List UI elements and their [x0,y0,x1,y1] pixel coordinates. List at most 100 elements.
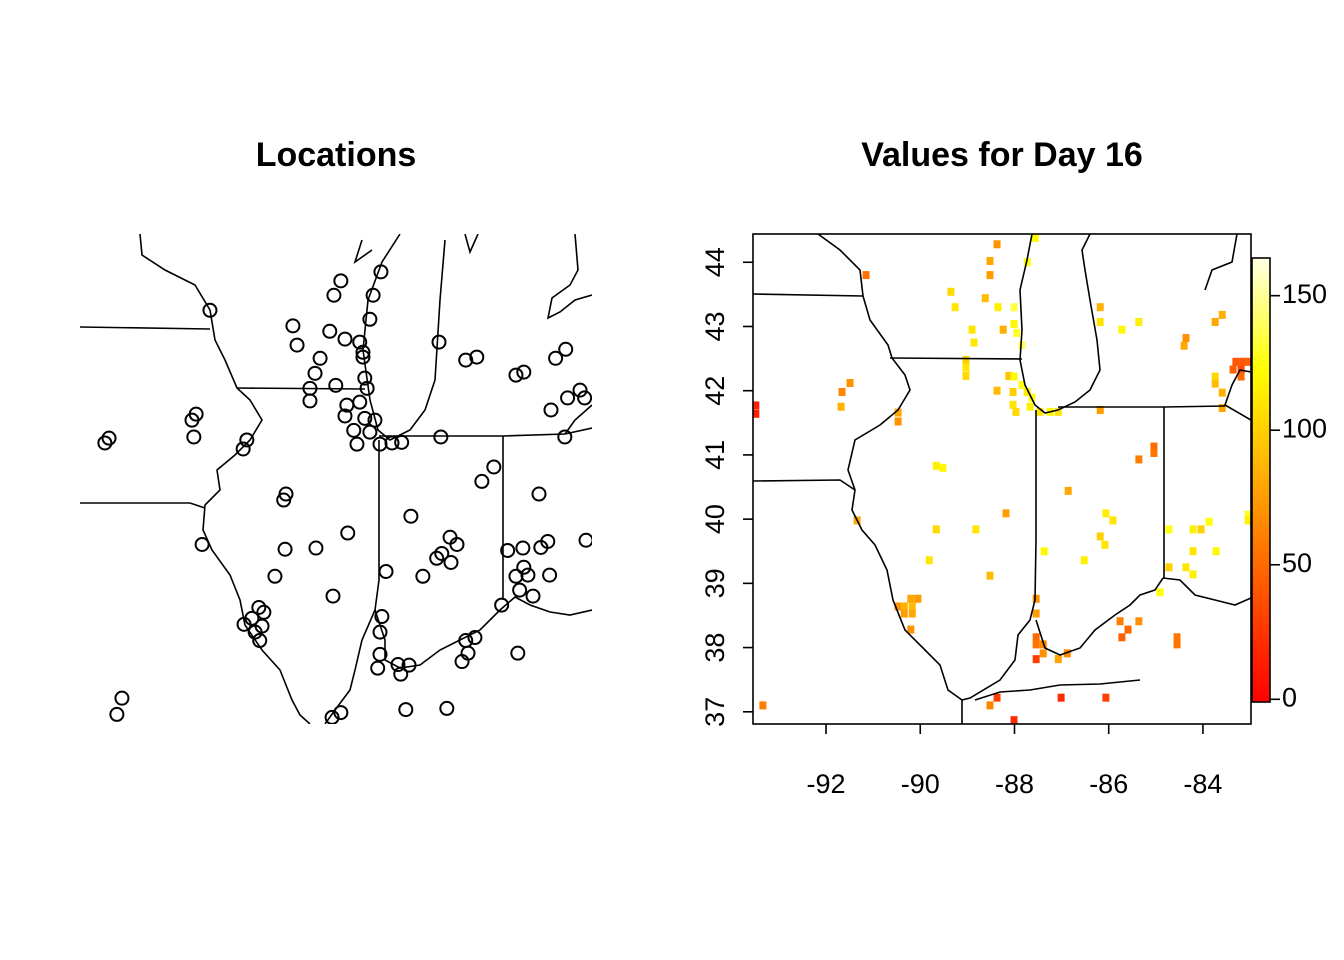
cell [1040,547,1048,556]
point [516,364,532,380]
point [374,609,390,625]
point [322,323,338,339]
point [449,536,465,552]
point [325,588,341,604]
cell [1232,357,1240,366]
point [415,568,431,584]
cell [1116,617,1124,626]
point [114,690,130,706]
cell [1205,517,1213,526]
point [188,406,204,422]
point [474,473,490,489]
cell [1010,303,1018,312]
point [520,567,536,583]
cell [1032,633,1040,642]
point [469,349,485,365]
cell [1165,525,1173,534]
cell [1010,319,1018,328]
cell [1173,640,1181,649]
point [372,624,388,640]
cell [932,461,940,470]
cell [1135,617,1143,626]
cell [1010,716,1018,724]
points [97,264,592,724]
y-tick-label: 41 [700,440,730,470]
point [372,646,388,662]
point [516,559,532,575]
cell [962,371,970,380]
cell [837,402,845,411]
point [337,331,353,347]
point [401,657,417,673]
cell [970,338,978,347]
cell [1156,588,1164,597]
x-tick-label: -86 [1089,769,1128,799]
cell [1054,655,1062,664]
cell [1218,310,1226,319]
cell [951,303,959,312]
point [236,616,252,632]
point [510,645,526,661]
point [390,657,406,673]
point [324,709,340,724]
cell [986,256,994,265]
cell [1032,594,1040,603]
cell [1013,328,1021,337]
colorbar [1251,257,1271,703]
colorbar-tick-label: 0 [1282,682,1297,712]
point [378,563,394,579]
point [394,434,410,450]
point [543,402,559,418]
cell [1211,372,1219,381]
cell [862,271,870,280]
cell [1096,317,1104,326]
cell [1118,325,1126,334]
cell [1063,649,1071,658]
point [577,390,592,406]
point [548,350,564,366]
point [109,706,125,722]
point [540,533,556,549]
point [340,525,356,541]
point [308,540,324,556]
cell [1032,640,1040,649]
cell [939,463,947,472]
cell [1012,407,1020,416]
cell [1182,563,1190,572]
cell [894,417,902,426]
cell [986,701,994,710]
point [403,508,419,524]
cell [947,287,955,296]
x-tick-label: -90 [901,769,940,799]
point [557,429,573,445]
cell [972,525,980,534]
point [558,341,574,357]
cell [900,602,908,611]
point [289,337,305,353]
cell [1180,341,1188,350]
y-tick-label: 38 [700,633,730,663]
cell [907,594,915,603]
cell [1032,655,1040,664]
cell [894,602,902,611]
point [362,311,378,327]
point [512,582,528,598]
cell [1229,365,1237,374]
cell [1244,357,1251,366]
point [398,702,414,718]
plot-frame [752,233,1252,725]
cell [1009,400,1017,409]
cell [1032,609,1040,618]
point [312,350,328,366]
cell [1109,516,1117,525]
point [500,542,516,558]
cell [1150,448,1158,457]
point [194,536,210,552]
cell [1026,402,1034,411]
point [486,459,502,475]
point [429,550,445,566]
cell [908,602,916,611]
point [337,408,353,424]
point [256,604,272,620]
